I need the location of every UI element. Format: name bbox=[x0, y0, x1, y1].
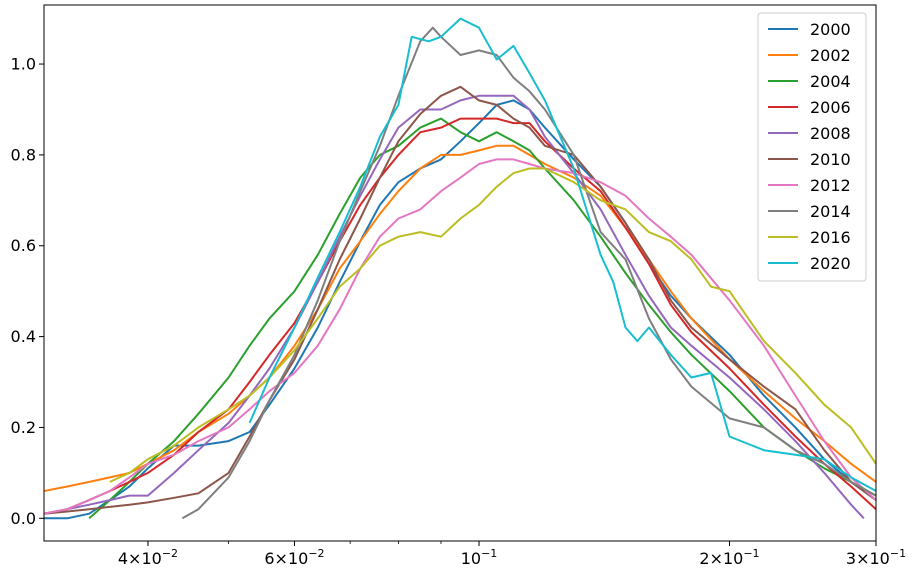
axes: 0.0 0.2 0.4 0.6 0.8 1.0 4×10−2 6×10−2 10−1 2×10−1… bbox=[11, 55, 907, 568]
series-line-2020 bbox=[248, 17, 876, 492]
series-line-2012 bbox=[44, 158, 876, 515]
series-line-2004 bbox=[88, 117, 876, 520]
series-line-2010 bbox=[44, 85, 876, 515]
legend-label-2008: 2008 bbox=[810, 124, 851, 143]
y-tick-label: 0.0 bbox=[11, 509, 36, 528]
x-tick-label: 2×10−1 bbox=[699, 547, 759, 568]
y-tick-label: 0.2 bbox=[11, 418, 36, 437]
y-tick-label: 0.8 bbox=[11, 145, 36, 164]
legend: 2000 2002 2004 2006 2008 2010 2012 2014 2016 2020 bbox=[757, 12, 867, 282]
x-tick-label: 6×10−2 bbox=[264, 547, 324, 568]
series-line-2016 bbox=[109, 167, 876, 483]
x-tick-label: 4×10−2 bbox=[118, 547, 178, 568]
legend-label-2004: 2004 bbox=[810, 72, 851, 91]
legend-label-2016: 2016 bbox=[810, 228, 851, 247]
plot-frame bbox=[43, 4, 877, 542]
y-tick-label: 0.4 bbox=[11, 327, 36, 346]
series-line-2002 bbox=[44, 144, 876, 492]
series-lines bbox=[44, 17, 876, 520]
legend-label-2010: 2010 bbox=[810, 150, 851, 169]
series-line-2008 bbox=[44, 94, 865, 519]
x-tick-label: 3×10−1 bbox=[846, 547, 906, 568]
legend-label-2006: 2006 bbox=[810, 98, 851, 117]
legend-label-2020: 2020 bbox=[810, 254, 851, 273]
x-tick-label: 10−1 bbox=[461, 547, 498, 568]
legend-label-2012: 2012 bbox=[810, 176, 851, 195]
legend-label-2014: 2014 bbox=[810, 202, 851, 221]
y-tick-label: 1.0 bbox=[11, 55, 36, 74]
legend-label-2000: 2000 bbox=[810, 20, 851, 39]
legend-label-2002: 2002 bbox=[810, 46, 851, 65]
y-tick-label: 0.6 bbox=[11, 236, 36, 255]
